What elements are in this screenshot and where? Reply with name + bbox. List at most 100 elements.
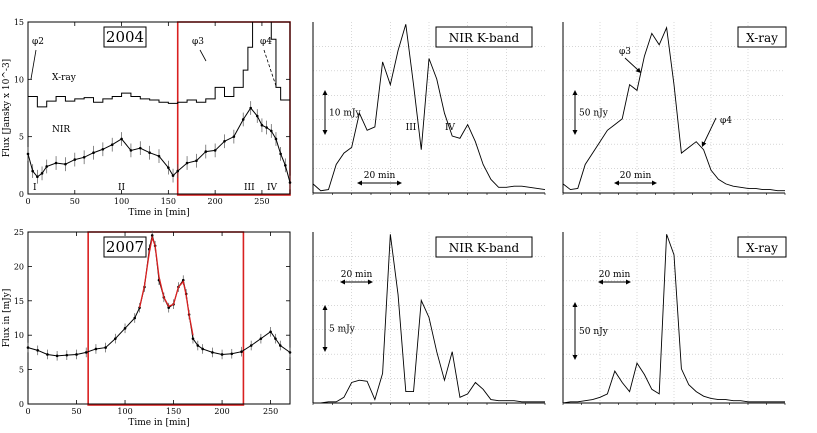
label-I: I: [33, 183, 37, 193]
scale-arrow-head-top: [322, 305, 328, 310]
time-arrow-head-right: [626, 279, 631, 285]
x-tick-label: 0: [25, 407, 30, 416]
data-point: [176, 169, 180, 173]
scale-arrow-head-top: [572, 302, 578, 307]
data-point: [104, 346, 107, 349]
time-arrow-head-right: [397, 180, 402, 186]
title-box: [435, 236, 533, 258]
arrow-phi3-zoom-head: [635, 67, 641, 73]
time-label: 20 min: [620, 171, 652, 181]
label-phi2: φ2: [32, 37, 44, 47]
data-point: [230, 352, 234, 356]
data-point: [201, 347, 204, 351]
data-point: [26, 346, 30, 349]
x-tick-label: 200: [208, 197, 223, 206]
data-point: [36, 349, 40, 352]
data-point: [133, 316, 137, 320]
data-point: [92, 151, 95, 155]
arrow-phi4-zoom: [703, 117, 717, 144]
data-point: [167, 306, 171, 309]
x-tick-label: 150: [166, 407, 181, 416]
time-arrow-head-left: [598, 279, 603, 285]
data-point: [46, 353, 49, 356]
data-point: [150, 234, 154, 237]
data-point: [220, 353, 224, 356]
x-tick-label: 100: [114, 197, 129, 206]
x-tick-label: 100: [117, 407, 132, 416]
y-tick-label: 15: [14, 18, 24, 27]
series-line: [28, 21, 290, 108]
data-point: [284, 164, 287, 167]
plot-frame: [27, 231, 291, 405]
x-tick-label: 50: [70, 197, 80, 206]
data-point: [232, 135, 236, 138]
data-point: [31, 169, 34, 173]
scale-label: 50 nJy: [579, 327, 609, 337]
arrow-phi4: [263, 49, 277, 87]
series-line: [138, 235, 194, 336]
label-phi3: φ3: [192, 37, 204, 47]
time-label: 20 min: [341, 270, 373, 280]
label-phi4: φ4: [260, 37, 272, 47]
data-point: [171, 174, 175, 177]
data-point: [54, 161, 58, 165]
data-point: [211, 351, 214, 354]
data-point: [55, 354, 59, 358]
data-point: [114, 337, 117, 340]
time-label: 20 min: [364, 171, 396, 181]
data-point: [110, 143, 114, 146]
data-point: [274, 137, 278, 141]
data-point: [213, 149, 217, 152]
scale-arrow-head-bottom: [322, 347, 328, 352]
title-box: [103, 236, 147, 258]
label-IV: IV: [267, 183, 278, 193]
panel-title: NIR K-band: [449, 31, 520, 45]
data-point: [129, 149, 133, 152]
data-point: [191, 337, 195, 340]
data-point: [40, 172, 44, 175]
scale-arrow-head-bottom: [572, 355, 578, 360]
series-line: [313, 234, 545, 404]
data-point: [82, 156, 86, 159]
label-II: II: [118, 183, 126, 193]
panel-title: NIR K-band: [449, 241, 520, 255]
title-box: [435, 26, 533, 48]
highlight-box: [176, 21, 291, 196]
scale-label: 50 nJy: [579, 109, 609, 119]
y-tick-label: 0: [19, 400, 24, 409]
label-phi3-zoom: φ3: [619, 47, 631, 57]
scale-arrow-head-top: [322, 90, 328, 95]
data-point: [148, 151, 151, 155]
data-point: [240, 350, 243, 354]
data-point: [94, 347, 98, 351]
y-tick-label: 5: [19, 133, 24, 142]
arrow-phi3: [199, 49, 207, 62]
data-point: [84, 351, 88, 354]
data-point: [259, 337, 263, 340]
x-axis-label: Time in [min]: [128, 208, 189, 218]
y-tick-label: 25: [14, 228, 24, 237]
data-point: [249, 106, 252, 110]
label-III-zoom: III: [406, 123, 417, 133]
label-xray: X-ray: [52, 73, 77, 83]
data-point: [288, 351, 292, 354]
time-label: 20 min: [599, 270, 631, 280]
label-IV-zoom: IV: [445, 123, 456, 133]
y-axis-label: Flux in [mJy]: [2, 289, 12, 348]
scale-arrow-head-top: [572, 90, 578, 95]
data-point: [196, 344, 200, 347]
data-point: [101, 147, 105, 151]
data-point: [269, 129, 273, 133]
data-point: [195, 159, 198, 163]
data-point: [157, 154, 161, 158]
data-point: [265, 126, 268, 129]
data-point: [185, 161, 189, 165]
data-point: [278, 344, 282, 347]
data-point: [241, 118, 245, 121]
series-line: [27, 107, 291, 183]
y-tick-label: 0: [19, 190, 24, 199]
x-tick-label: 0: [25, 197, 30, 206]
data-point: [120, 137, 123, 141]
data-point: [26, 152, 30, 156]
